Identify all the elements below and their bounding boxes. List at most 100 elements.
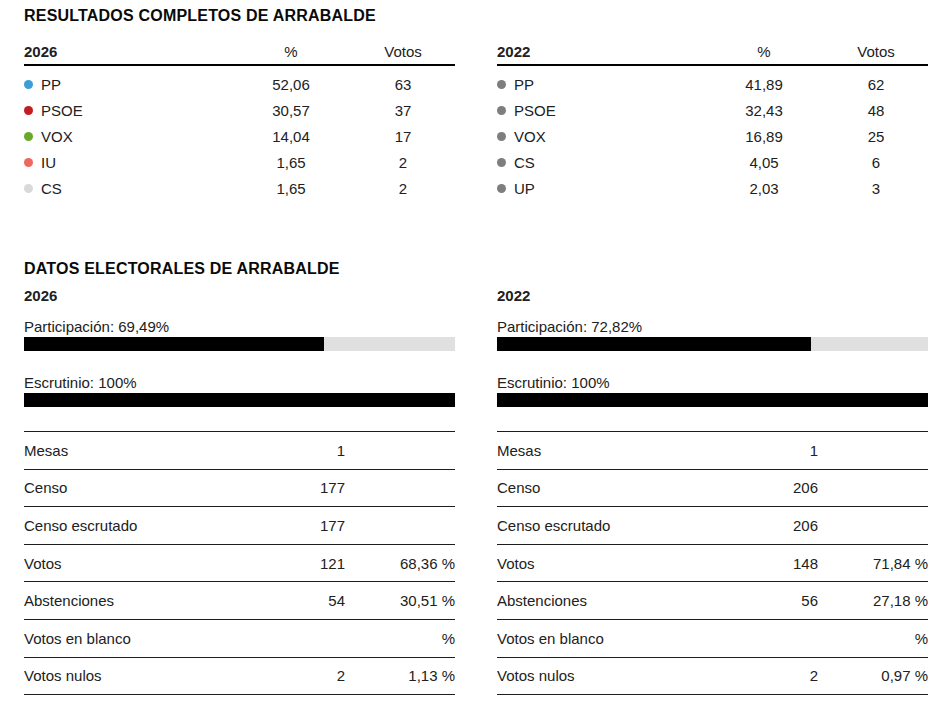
party-pct: 52,06 (231, 76, 351, 93)
party-dot-icon (24, 132, 33, 141)
stat-label: Votos nulos (24, 667, 215, 684)
stat-value: 121 (215, 555, 345, 572)
party-dot-icon (24, 106, 33, 115)
party-dot-icon (497, 184, 506, 193)
electoral-columns: 2026 Participación: 69,49% Escrutinio: 1… (24, 277, 929, 695)
party-row: PP 41,89 62 (497, 71, 928, 97)
stat-value: 177 (215, 517, 345, 534)
stat-row: Mesas 1 (24, 432, 455, 470)
participation-label: Participación: 72,82% (497, 319, 928, 334)
stat-pct: 1,13 % (345, 667, 455, 684)
results-table-header: 2022 % Votos (497, 43, 928, 66)
stat-row: Votos nulos 2 1,13 % (24, 658, 455, 696)
party-votes: 62 (824, 76, 928, 93)
results-table-header: 2026 % Votos (24, 43, 455, 66)
party-name: UP (514, 180, 535, 197)
electoral-data-section: DATOS ELECTORALES DE ARRABALDE 2026 Part… (24, 261, 929, 695)
stat-row: Censo 177 (24, 470, 455, 508)
scrutiny-bar (497, 393, 928, 407)
party-row: PSOE 32,43 48 (497, 97, 928, 123)
party-name: CS (514, 154, 535, 171)
electoral-panel-2022: 2022 Participación: 72,82% Escrutinio: 1… (497, 277, 928, 695)
stat-value: 206 (688, 517, 818, 534)
results-columns: 2026 % Votos PP 52,06 63 PSOE 30,57 37 V… (24, 24, 929, 201)
participation-bar-fill (24, 337, 324, 351)
scrutiny-bar-fill (497, 393, 928, 407)
stat-value: 1 (688, 442, 818, 459)
year-label: 2022 (497, 288, 928, 303)
year-label: 2026 (24, 44, 231, 60)
stat-row: Censo 206 (497, 470, 928, 508)
votes-column-header: Votos (824, 43, 928, 60)
party-dot-icon (24, 158, 33, 167)
party-pct: 1,65 (231, 154, 351, 171)
stat-label: Censo escrutado (497, 517, 688, 534)
results-title: RESULTADOS COMPLETOS DE ARRABALDE (24, 8, 929, 24)
party-name: VOX (41, 128, 73, 145)
stat-pct: 71,84 % (818, 555, 928, 572)
party-row: IU 1,65 2 (24, 149, 455, 175)
stats-table: Mesas 1 Censo 206 Censo escrutado 206 (497, 431, 928, 695)
party-pct: 32,43 (704, 102, 824, 119)
stat-pct: 27,18 % (818, 592, 928, 609)
party-votes: 3 (824, 180, 928, 197)
party-votes: 6 (824, 154, 928, 171)
party-name: PP (41, 76, 61, 93)
electoral-panel-2026: 2026 Participación: 69,49% Escrutinio: 1… (24, 277, 455, 695)
party-row: PP 52,06 63 (24, 71, 455, 97)
party-votes: 37 (351, 102, 455, 119)
stat-row: Abstenciones 54 30,51 % (24, 582, 455, 620)
election-results-page: RESULTADOS COMPLETOS DE ARRABALDE 2026 %… (0, 0, 946, 695)
party-dot-icon (497, 106, 506, 115)
party-dot-icon (24, 80, 33, 89)
party-row: PSOE 30,57 37 (24, 97, 455, 123)
stat-value: 56 (688, 592, 818, 609)
party-pct: 14,04 (231, 128, 351, 145)
stat-row: Mesas 1 (497, 432, 928, 470)
stat-label: Mesas (24, 442, 215, 459)
stat-row: Votos nulos 2 0,97 % (497, 658, 928, 696)
stat-value: 1 (215, 442, 345, 459)
party-dot-icon (24, 184, 33, 193)
party-pct: 16,89 (704, 128, 824, 145)
stat-value: 177 (215, 479, 345, 496)
pct-column-header: % (704, 43, 824, 60)
party-votes: 63 (351, 76, 455, 93)
stat-row: Votos en blanco % (24, 620, 455, 658)
party-row: CS 1,65 2 (24, 175, 455, 201)
party-votes: 17 (351, 128, 455, 145)
results-table-body: PP 52,06 63 PSOE 30,57 37 VOX 14,04 17 I… (24, 66, 455, 201)
party-dot-icon (497, 80, 506, 89)
party-name: VOX (514, 128, 546, 145)
stat-value: 54 (215, 592, 345, 609)
participation-bar (497, 337, 928, 351)
scrutiny-label: Escrutinio: 100% (497, 375, 928, 390)
stat-label: Abstenciones (24, 592, 215, 609)
party-row: CS 4,05 6 (497, 149, 928, 175)
party-name: PP (514, 76, 534, 93)
stat-pct: 68,36 % (345, 555, 455, 572)
stat-pct: 0,97 % (818, 667, 928, 684)
party-pct: 4,05 (704, 154, 824, 171)
stat-label: Votos en blanco (24, 630, 215, 647)
stat-row: Abstenciones 56 27,18 % (497, 582, 928, 620)
party-row: VOX 16,89 25 (497, 123, 928, 149)
results-table-2022: 2022 % Votos PP 41,89 62 PSOE 32,43 48 V… (497, 24, 928, 201)
stat-value: 2 (688, 667, 818, 684)
stat-pct: % (345, 630, 455, 647)
year-label: 2022 (497, 44, 704, 60)
stat-value: 148 (688, 555, 818, 572)
results-table-2026: 2026 % Votos PP 52,06 63 PSOE 30,57 37 V… (24, 24, 455, 201)
scrutiny-bar (24, 393, 455, 407)
stat-label: Votos (24, 555, 215, 572)
party-row: UP 2,03 3 (497, 175, 928, 201)
party-name: CS (41, 180, 62, 197)
votes-column-header: Votos (351, 43, 455, 60)
party-name: IU (41, 154, 56, 171)
party-pct: 41,89 (704, 76, 824, 93)
stat-row: Votos 148 71,84 % (497, 545, 928, 583)
party-row: VOX 14,04 17 (24, 123, 455, 149)
party-dot-icon (497, 158, 506, 167)
stat-row: Censo escrutado 177 (24, 507, 455, 545)
year-label: 2026 (24, 288, 455, 303)
